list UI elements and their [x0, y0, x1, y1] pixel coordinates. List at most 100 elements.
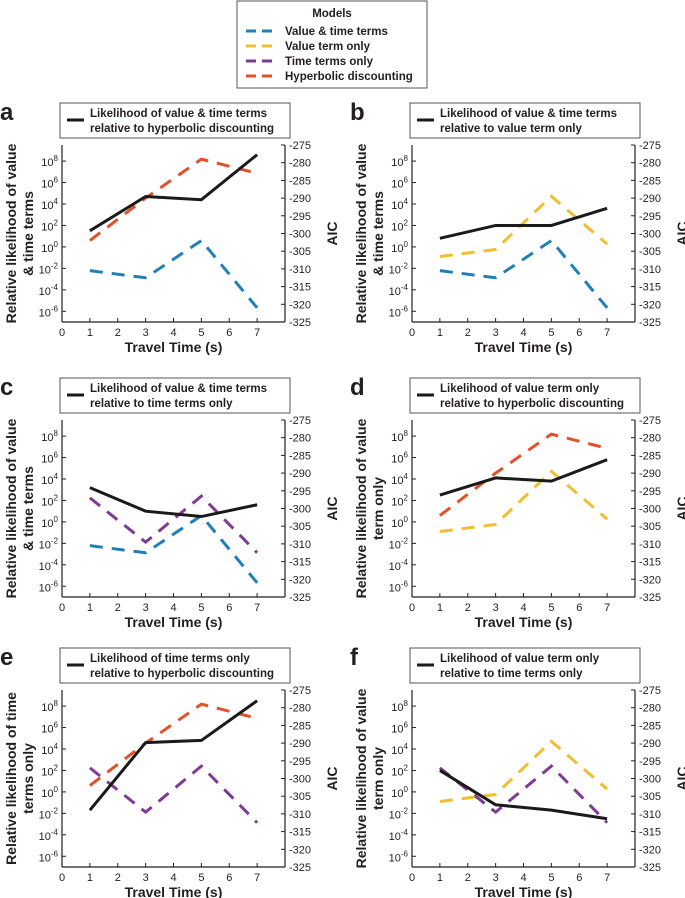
- aic-axis-label: AIC: [324, 766, 340, 790]
- x-tick-label: 2: [115, 602, 121, 614]
- x-tick-label: 5: [198, 602, 204, 614]
- aic-tick-label: -285: [639, 450, 661, 462]
- x-tick-label: 7: [604, 327, 610, 339]
- aic-tick-label: -325: [289, 862, 311, 874]
- aic-tick-label: -315: [639, 827, 661, 839]
- aic-series-value_time: [89, 238, 259, 309]
- panel-title-box: Likelihood of value term only relative to…: [409, 647, 641, 684]
- y-axis-label: Relative likelihood of value& time terms: [353, 143, 386, 323]
- x-tick-label: 6: [576, 602, 582, 614]
- likelihood-line: [439, 206, 608, 240]
- title-line: relative to time terms only: [440, 668, 583, 680]
- y-tick-label: 104: [41, 472, 58, 487]
- x-tick-label: 5: [198, 327, 204, 339]
- panel-letter: b: [350, 99, 365, 126]
- y-tick-label: 108: [41, 699, 58, 714]
- title-frame: [59, 102, 291, 139]
- y-tick-label: 10-4: [39, 283, 59, 298]
- y-tick-label: 108: [391, 154, 408, 169]
- panel-c: c Likelihood of value & time terms relativ…: [0, 374, 340, 630]
- x-tick-label: 7: [254, 602, 260, 614]
- panel-d: d Likelihood of value term only relative t…: [350, 374, 685, 630]
- aic-tick-label: -315: [289, 282, 311, 294]
- y-tick-label: 104: [391, 742, 408, 757]
- aic-series-value_only: [439, 739, 609, 803]
- y-tick-label: 102: [391, 218, 408, 233]
- y-tick-label: 100: [41, 785, 58, 800]
- aic-tick-label: -300: [289, 774, 311, 786]
- y-axis-label: Relative likelihood of value& time terms: [3, 143, 36, 323]
- legend-title: Models: [312, 8, 352, 20]
- y-tick-label: 10-2: [389, 536, 409, 551]
- y-tick-label: 106: [41, 176, 58, 191]
- y-axis-label: Relative likelihood of valueterm only: [353, 418, 386, 598]
- y-tick-label: 10-2: [389, 806, 409, 821]
- legend-label: Value term only: [285, 41, 371, 53]
- aic-series-hyperbolic: [438, 432, 608, 517]
- x-axis-label: Travel Time (s): [475, 339, 573, 355]
- legend-item: Value & time terms: [246, 26, 388, 38]
- x-tick-label: 2: [115, 327, 121, 339]
- aic-tick-label: -315: [289, 827, 311, 839]
- x-tick-label: 6: [576, 327, 582, 339]
- x-tick-label: 7: [254, 872, 260, 884]
- x-tick-label: 3: [493, 872, 499, 884]
- y-tick-label: 10-2: [39, 261, 59, 276]
- aic-tick-label: -320: [289, 844, 311, 856]
- aic-tick-label: -290: [639, 738, 661, 750]
- aic-tick-label: -285: [289, 720, 311, 732]
- x-tick-label: 4: [520, 872, 526, 884]
- y-tick-label: 106: [391, 721, 408, 736]
- panel-letter: f: [350, 644, 359, 671]
- y-tick-label: 104: [41, 742, 58, 757]
- aic-tick-label: -275: [639, 685, 661, 697]
- legend-label: Hyperbolic discounting: [285, 71, 413, 83]
- legend-label: Time terms only: [285, 56, 374, 68]
- y-tick-label: 10-4: [389, 283, 409, 298]
- likelihood-line: [439, 769, 608, 821]
- aic-tick-label: -305: [639, 521, 661, 533]
- aic-tick-label: -320: [289, 574, 311, 586]
- legend-item: Hyperbolic discounting: [246, 71, 413, 83]
- likelihood-line: [88, 699, 258, 812]
- aic-tick-label: -290: [289, 193, 311, 205]
- legend-label: Value & time terms: [285, 26, 388, 38]
- x-tick-label: 2: [465, 872, 471, 884]
- x-tick-label: 0: [409, 327, 415, 339]
- x-tick-label: 2: [465, 327, 471, 339]
- y-tick-label: 104: [391, 472, 408, 487]
- aic-tick-label: -295: [639, 211, 661, 223]
- title-frame: [409, 647, 641, 684]
- aic-tick-label: -310: [289, 264, 311, 276]
- panel-letter: a: [0, 99, 14, 126]
- y-axis-label: Relative likelihood of timeterms only: [3, 692, 36, 865]
- aic-tick-label: -320: [639, 299, 661, 311]
- x-tick-label: 0: [59, 872, 65, 884]
- x-tick-label: 5: [548, 327, 554, 339]
- likelihood-line: [439, 458, 608, 497]
- x-axis-label: Travel Time (s): [475, 884, 573, 898]
- aic-tick-label: -310: [639, 539, 661, 551]
- aic-tick-label: -290: [639, 468, 661, 480]
- aic-tick-label: -275: [639, 415, 661, 427]
- aic-tick-label: -285: [639, 175, 661, 187]
- x-tick-label: 7: [254, 327, 260, 339]
- title-line: Likelihood of value & time terms: [90, 383, 267, 395]
- x-tick-label: 0: [59, 602, 65, 614]
- title-line: Likelihood of value term only: [440, 653, 600, 665]
- y-tick-label: 10-4: [39, 558, 59, 573]
- aic-tick-label: -325: [639, 862, 661, 874]
- y-tick-label: 106: [391, 176, 408, 191]
- aic-tick-label: -280: [289, 703, 311, 715]
- x-tick-label: 3: [493, 602, 499, 614]
- panel-f: f Likelihood of value term only relative t…: [350, 644, 685, 898]
- aic-axis-label: AIC: [324, 221, 340, 245]
- title-line: relative to time terms only: [90, 398, 233, 410]
- x-axis-label: Travel Time (s): [125, 339, 223, 355]
- panel-e: e Likelihood of time terms only relative t…: [0, 644, 340, 898]
- x-tick-label: 1: [87, 872, 93, 884]
- x-tick-label: 1: [437, 602, 443, 614]
- panel-letter: c: [0, 374, 13, 401]
- aic-tick-label: -315: [639, 557, 661, 569]
- x-tick-label: 5: [548, 872, 554, 884]
